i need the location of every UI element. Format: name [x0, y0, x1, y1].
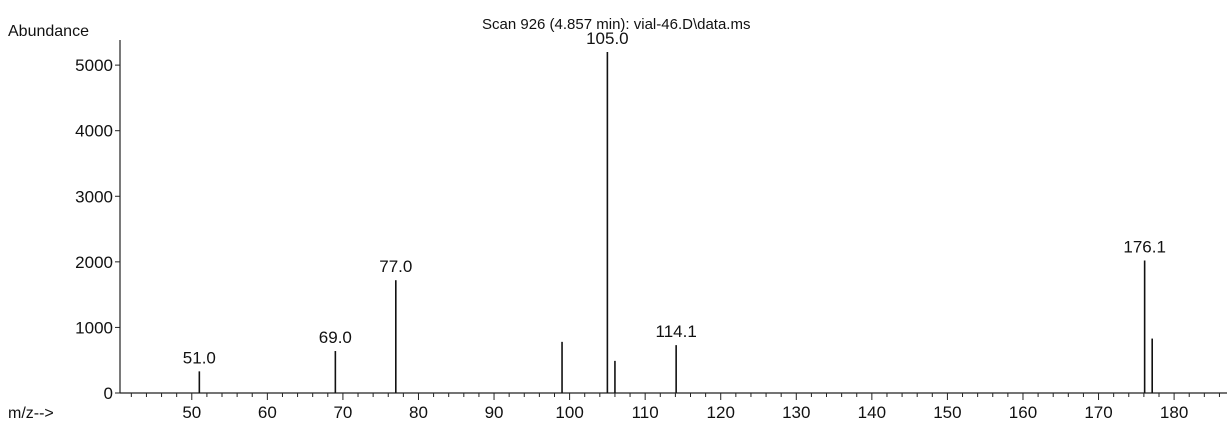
y-axis-title: Abundance: [8, 23, 89, 40]
x-tick-label: 70: [333, 403, 352, 422]
x-tick-label: 130: [782, 403, 810, 422]
x-axis-title: m/z-->: [8, 405, 54, 422]
x-tick-label: 160: [1009, 403, 1037, 422]
peak-label: 114.1: [656, 322, 697, 341]
y-tick-label: 3000: [75, 187, 113, 206]
x-tick-label: 120: [707, 403, 735, 422]
y-tick-label: 0: [104, 384, 113, 403]
y-tick-label: 5000: [75, 56, 113, 75]
x-tick-label: 90: [485, 403, 504, 422]
y-tick-label: 1000: [75, 318, 113, 337]
x-tick-label: 50: [182, 403, 201, 422]
peak-label: 105.0: [586, 29, 629, 48]
x-tick-label: 180: [1160, 403, 1188, 422]
y-tick-label: 4000: [75, 122, 113, 141]
peak-label: 51.0: [183, 348, 216, 367]
peak-label: 69.0: [319, 328, 352, 347]
x-tick-label: 60: [258, 403, 277, 422]
y-tick-label: 2000: [75, 253, 113, 272]
x-tick-label: 170: [1084, 403, 1112, 422]
peaks-layer: [198, 52, 1153, 393]
labels-layer: 51.0 69.0 77.0 105.0 114.1 176.1: [183, 29, 1166, 367]
x-tick-label: 140: [858, 403, 886, 422]
x-tick-label: 110: [632, 403, 659, 422]
x-tick-label: 100: [555, 403, 583, 422]
x-tick-label: 150: [933, 403, 961, 422]
chart-title: Scan 926 (4.857 min): vial-46.D\data.ms: [482, 16, 750, 33]
x-tick-label: 80: [409, 403, 428, 422]
axes-layer: 0 1000 2000 3000 4000 5000 50 60 70 80 90 100 110 120…: [75, 40, 1227, 422]
peak-label: 176.1: [1123, 238, 1166, 257]
peak-label: 77.0: [379, 257, 412, 276]
